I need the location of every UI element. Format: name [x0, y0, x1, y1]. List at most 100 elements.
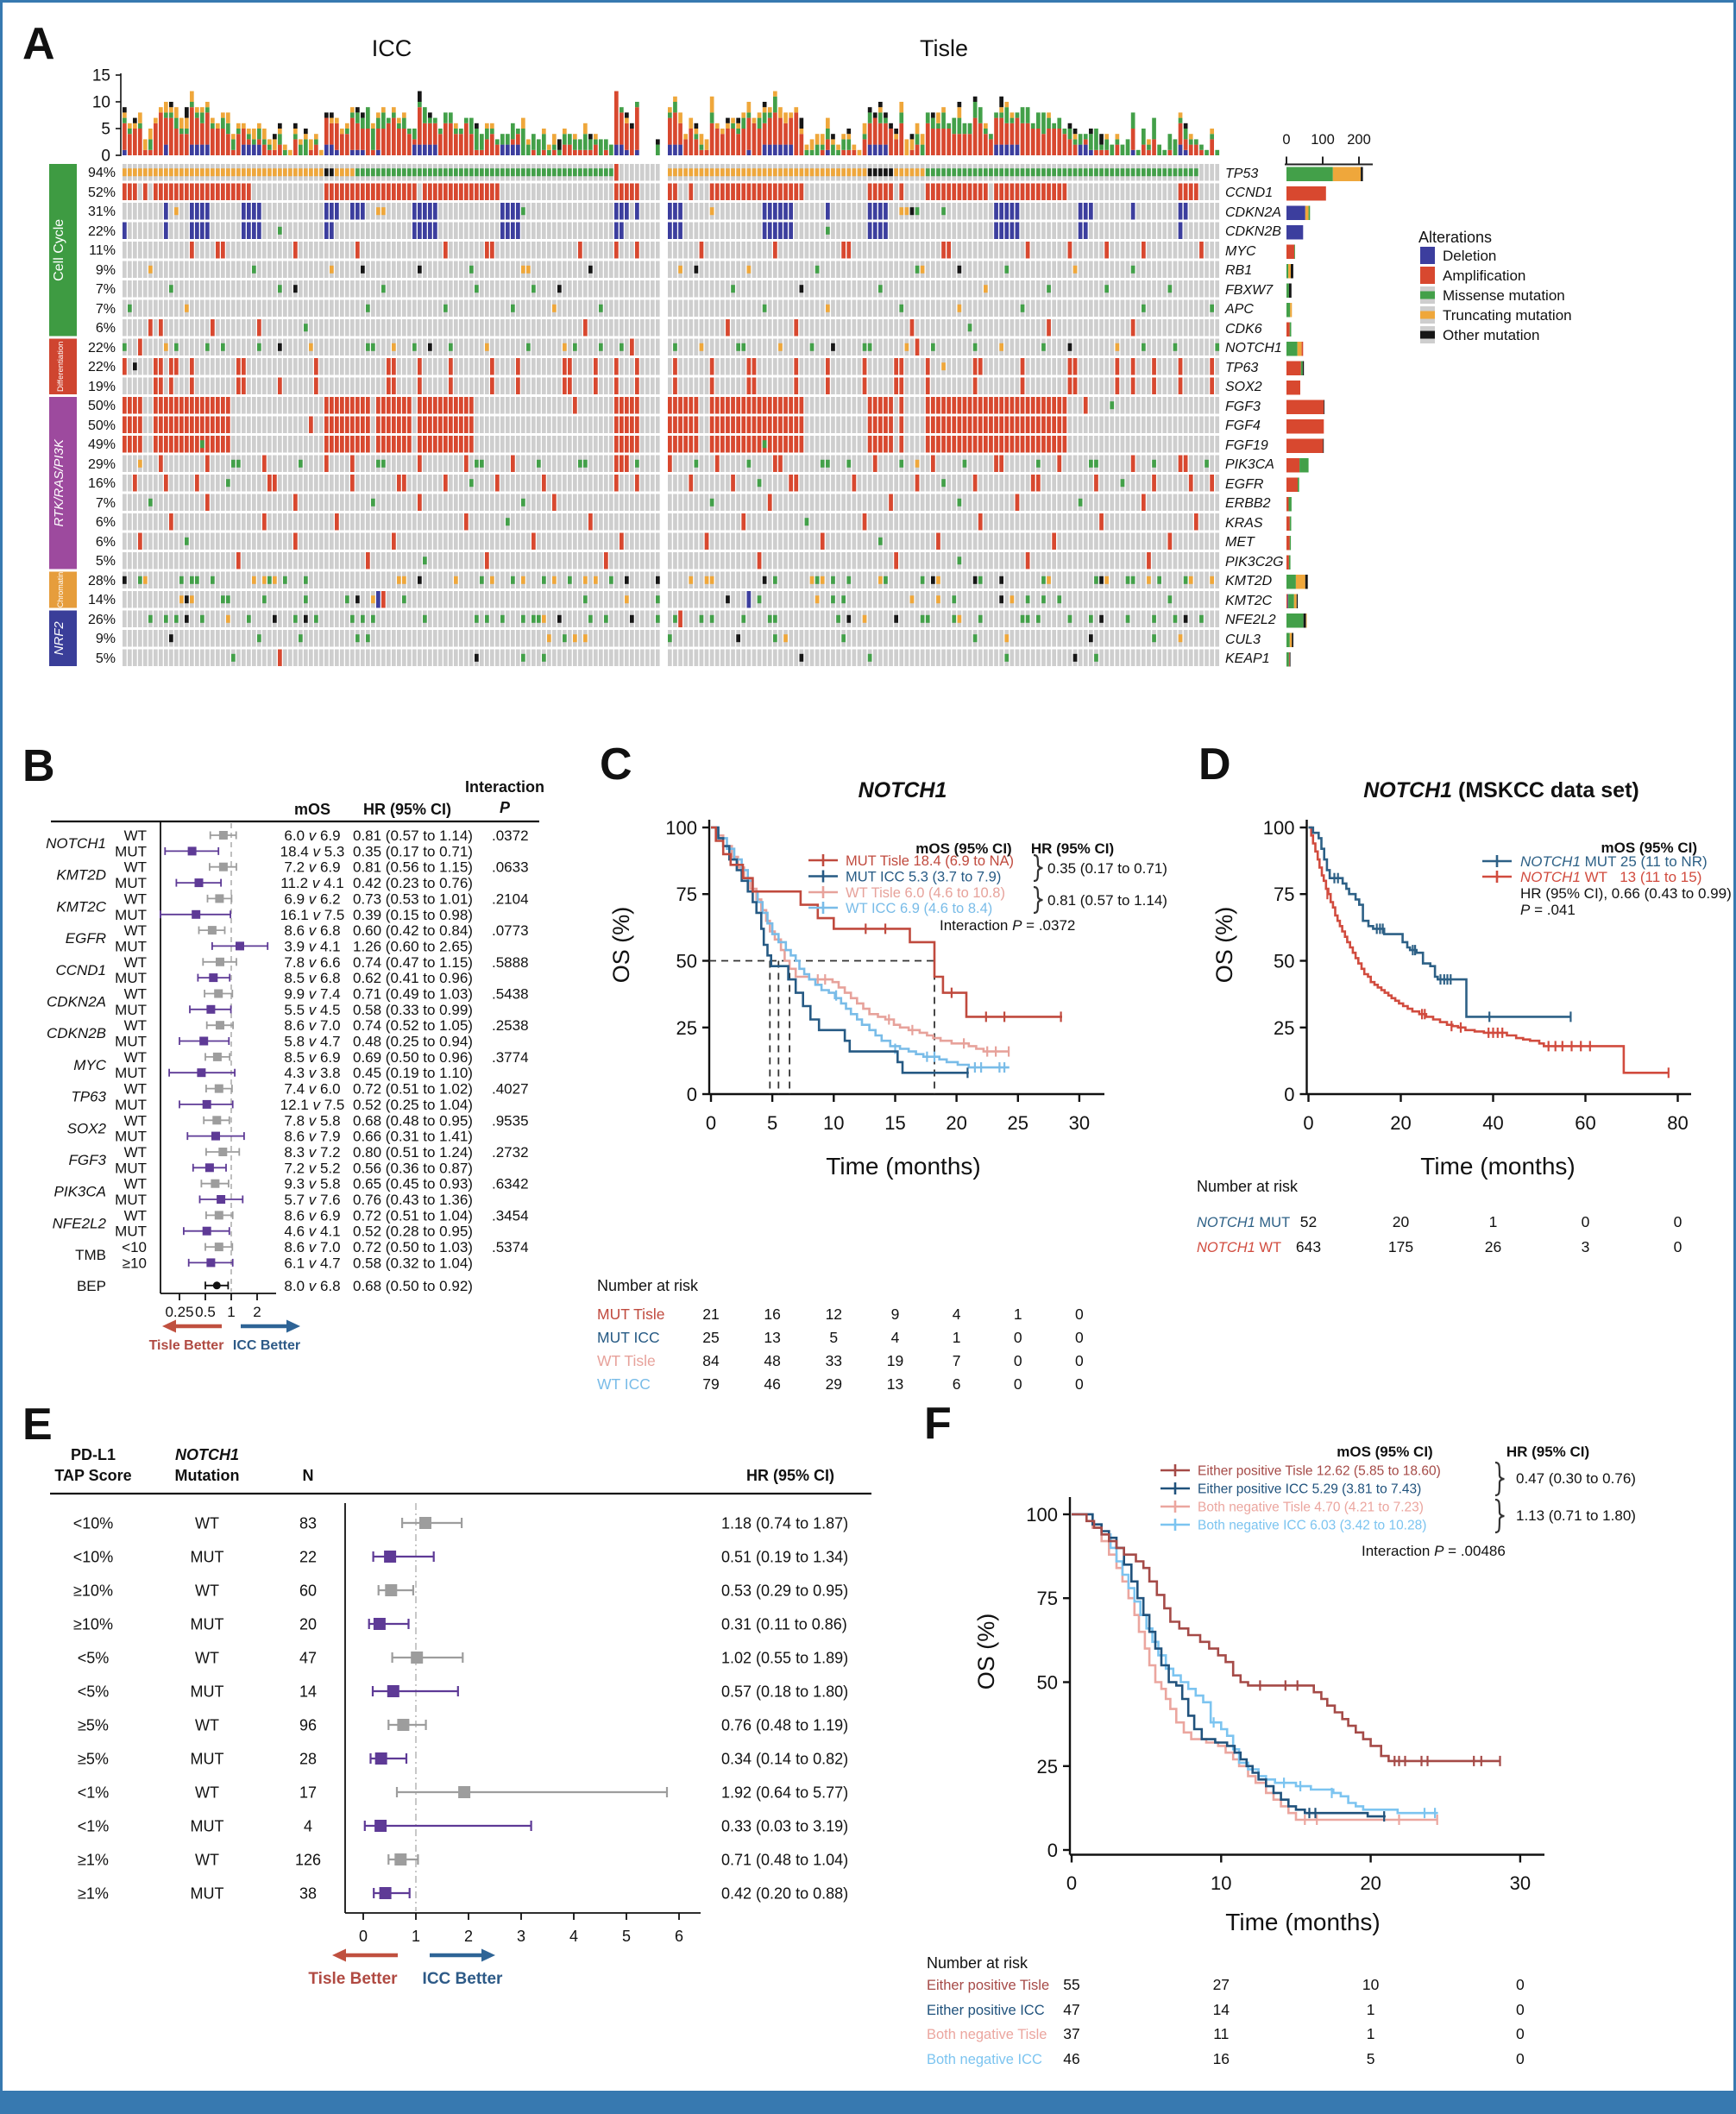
svg-text:BEP: BEP [77, 1278, 106, 1294]
svg-text:15: 15 [92, 67, 110, 85]
svg-text:WT: WT [124, 954, 147, 971]
svg-text:Tisle Better: Tisle Better [149, 1338, 224, 1353]
svg-text:0.39 (0.15 to 0.98): 0.39 (0.15 to 0.98) [353, 907, 473, 923]
svg-text:7.2 v 5.2: 7.2 v 5.2 [284, 1160, 340, 1176]
svg-text:28%: 28% [88, 574, 116, 588]
svg-text:0: 0 [1516, 2025, 1525, 2042]
svg-text:Interaction P = .0372: Interaction P = .0372 [940, 917, 1075, 934]
svg-text:33: 33 [826, 1352, 842, 1369]
svg-text:mOS (95% CI): mOS (95% CI) [1601, 840, 1697, 856]
svg-text:≥1%: ≥1% [78, 1852, 109, 1869]
svg-text:MUT: MUT [191, 1885, 224, 1903]
svg-text:175: 175 [1388, 1238, 1413, 1255]
svg-text:Chromatin: Chromatin [56, 572, 65, 608]
svg-text:7%: 7% [96, 302, 116, 317]
svg-text:.0372: .0372 [492, 827, 529, 844]
svg-text:25: 25 [702, 1329, 719, 1346]
svg-text:0.5: 0.5 [195, 1304, 216, 1320]
svg-text:21: 21 [702, 1306, 719, 1323]
svg-text:SOX2: SOX2 [67, 1120, 107, 1136]
svg-text:0: 0 [706, 1112, 716, 1134]
svg-text:0: 0 [1047, 1840, 1058, 1861]
svg-text:Interaction P = .00486: Interaction P = .00486 [1362, 1543, 1506, 1559]
svg-text:MUT: MUT [191, 1549, 224, 1566]
svg-text:MUT: MUT [115, 1160, 147, 1176]
svg-text:5: 5 [101, 121, 110, 139]
svg-text:MUT: MUT [115, 875, 147, 891]
svg-text:.0773: .0773 [492, 922, 529, 939]
svg-text:0.57 (0.18 to 1.80): 0.57 (0.18 to 1.80) [721, 1683, 848, 1701]
svg-text:9.9 v 7.4: 9.9 v 7.4 [284, 986, 340, 1003]
svg-text:5: 5 [829, 1329, 838, 1346]
svg-text:5.8 v 4.7: 5.8 v 4.7 [284, 1034, 340, 1050]
svg-text:126: 126 [295, 1852, 321, 1869]
svg-text:WT: WT [195, 1650, 219, 1667]
svg-text:60: 60 [299, 1582, 317, 1600]
svg-text:0.72 (0.50 to 1.03): 0.72 (0.50 to 1.03) [353, 1239, 473, 1255]
svg-text:WT ICC 6.9 (4.6 to 8.4): WT ICC 6.9 (4.6 to 8.4) [846, 901, 992, 916]
svg-text:.0633: .0633 [492, 859, 529, 876]
svg-text:MUT Tisle 18.4 (6.9 to NA): MUT Tisle 18.4 (6.9 to NA) [846, 853, 1014, 869]
svg-text:0.52 (0.25 to 1.04): 0.52 (0.25 to 1.04) [353, 1097, 473, 1113]
svg-text:643: 643 [1296, 1238, 1321, 1255]
svg-text:5%: 5% [96, 554, 116, 569]
svg-text:0.42 (0.23 to 0.76): 0.42 (0.23 to 0.76) [353, 875, 473, 891]
svg-text:0.51 (0.19 to 1.34): 0.51 (0.19 to 1.34) [721, 1549, 848, 1566]
svg-text:WT: WT [195, 1784, 219, 1802]
svg-text:KMT2D: KMT2D [1225, 574, 1273, 588]
svg-text:0.69 (0.50 to 0.96): 0.69 (0.50 to 0.96) [353, 1049, 473, 1066]
svg-text:0.33 (0.03 to 3.19): 0.33 (0.03 to 3.19) [721, 1818, 848, 1835]
svg-text:83: 83 [299, 1515, 317, 1532]
svg-text:CDKN2A: CDKN2A [47, 994, 106, 1010]
svg-text:84: 84 [702, 1352, 720, 1369]
svg-text:100: 100 [1311, 132, 1335, 148]
svg-text:8.5 v 6.9: 8.5 v 6.9 [284, 1049, 340, 1066]
svg-text:1: 1 [412, 1928, 420, 1945]
svg-text:5%: 5% [96, 651, 116, 666]
svg-text:50: 50 [1274, 951, 1294, 972]
svg-text:CCND1: CCND1 [1225, 186, 1273, 200]
svg-text:7.2 v 6.9: 7.2 v 6.9 [284, 859, 340, 876]
svg-text:OS (%): OS (%) [973, 1614, 999, 1690]
svg-text:0.76 (0.48 to 1.19): 0.76 (0.48 to 1.19) [721, 1717, 848, 1734]
svg-text:Either positive ICC 5.29 (3.81: Either positive ICC 5.29 (3.81 to 7.43) [1198, 1482, 1421, 1497]
svg-text:0: 0 [1075, 1375, 1084, 1393]
svg-text:15: 15 [884, 1112, 905, 1134]
svg-text:RTK/RAS/PI3K: RTK/RAS/PI3K [52, 438, 66, 526]
svg-text:50%: 50% [88, 399, 116, 413]
svg-text:0.71 (0.48 to 1.04): 0.71 (0.48 to 1.04) [721, 1852, 848, 1869]
svg-text:0.71 (0.49 to 1.03): 0.71 (0.49 to 1.03) [353, 986, 473, 1003]
svg-text:MUT: MUT [115, 1002, 147, 1018]
svg-text:25: 25 [1274, 1017, 1294, 1039]
svg-text:≥1%: ≥1% [78, 1885, 109, 1903]
svg-text:0.76 (0.43 to 1.36): 0.76 (0.43 to 1.36) [353, 1192, 473, 1208]
svg-text:Number at risk: Number at risk [597, 1277, 699, 1294]
svg-text:MUT: MUT [115, 970, 147, 986]
svg-text:100: 100 [665, 817, 697, 839]
svg-text:0: 0 [1075, 1329, 1084, 1346]
svg-text:50%: 50% [88, 418, 116, 433]
svg-text:MUT: MUT [191, 1616, 224, 1633]
svg-text:FGF4: FGF4 [1225, 418, 1261, 433]
svg-text:CDKN2A: CDKN2A [1225, 205, 1281, 220]
svg-text:4: 4 [569, 1928, 578, 1945]
svg-text:PIK3C2G: PIK3C2G [1225, 555, 1284, 569]
svg-text:Number at risk: Number at risk [1197, 1178, 1299, 1195]
svg-text:7.4 v 6.0: 7.4 v 6.0 [284, 1081, 340, 1098]
svg-text:OS (%): OS (%) [608, 907, 634, 984]
svg-text:0.81 (0.56 to 1.15): 0.81 (0.56 to 1.15) [353, 859, 473, 876]
svg-text:CDKN2B: CDKN2B [47, 1025, 106, 1041]
svg-text:100: 100 [1026, 1504, 1058, 1526]
svg-text:MUT ICC: MUT ICC [597, 1329, 660, 1346]
svg-text:0.56 (0.36 to 0.87): 0.56 (0.36 to 0.87) [353, 1160, 473, 1176]
svg-text:≥5%: ≥5% [78, 1751, 109, 1768]
svg-text:WT: WT [124, 1049, 147, 1066]
svg-text:50: 50 [676, 951, 697, 972]
svg-text:0.74 (0.47 to 1.15): 0.74 (0.47 to 1.15) [353, 954, 473, 971]
svg-text:<1%: <1% [78, 1818, 110, 1835]
svg-text:27: 27 [1213, 1976, 1230, 1993]
svg-text:<10%: <10% [73, 1515, 114, 1532]
svg-text:0.81 (0.57 to 1.14): 0.81 (0.57 to 1.14) [353, 827, 473, 844]
svg-text:TP63: TP63 [71, 1089, 106, 1105]
svg-text:52: 52 [1300, 1213, 1317, 1230]
